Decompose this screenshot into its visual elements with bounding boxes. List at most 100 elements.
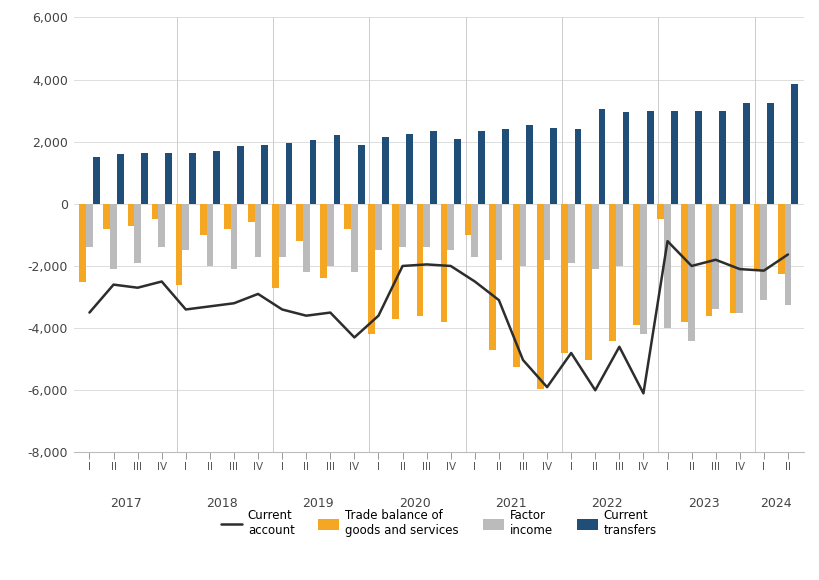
Bar — [585, 204, 591, 360]
Text: 2018: 2018 — [206, 497, 238, 510]
Current
account — [181, 306, 191, 313]
Bar — [543, 204, 550, 260]
Bar — [110, 204, 117, 269]
Bar — [519, 204, 526, 266]
Legend: Current
account, Trade balance of
goods and services, Factor
income, Current
tra: Current account, Trade balance of goods … — [215, 505, 661, 542]
Bar — [502, 129, 509, 204]
Bar — [230, 204, 237, 269]
Bar — [657, 204, 663, 219]
Bar — [302, 204, 310, 272]
Bar — [357, 145, 364, 204]
Current
account — [349, 334, 359, 341]
Bar — [512, 204, 519, 367]
Bar — [182, 204, 189, 251]
Bar — [158, 204, 165, 247]
Current
account — [590, 387, 600, 394]
Current
account — [541, 384, 551, 391]
Bar — [536, 204, 543, 389]
Current
account — [710, 256, 720, 263]
Bar — [574, 129, 581, 204]
Bar — [103, 204, 110, 229]
Bar — [615, 204, 622, 266]
Bar — [477, 131, 484, 204]
Text: 2017: 2017 — [110, 497, 142, 510]
Bar — [429, 131, 437, 204]
Text: 2021: 2021 — [495, 497, 526, 510]
Current
account — [758, 267, 768, 274]
Current
account — [325, 309, 335, 316]
Current
account — [686, 263, 695, 270]
Bar — [278, 204, 285, 256]
Current
account — [566, 350, 576, 357]
Bar — [681, 204, 687, 322]
Bar — [247, 204, 255, 223]
Current
account — [446, 263, 455, 270]
Bar — [261, 145, 268, 204]
Bar — [790, 84, 797, 204]
Text: 2019: 2019 — [302, 497, 333, 510]
Current
account — [84, 309, 94, 316]
Bar — [695, 111, 701, 204]
Bar — [392, 204, 399, 319]
Bar — [784, 204, 790, 305]
Line: Current
account: Current account — [89, 241, 787, 393]
Current
account — [662, 238, 672, 245]
Bar — [93, 157, 99, 204]
Bar — [718, 111, 725, 204]
Bar — [526, 125, 532, 204]
Bar — [440, 204, 447, 322]
Text: 2024: 2024 — [759, 497, 791, 510]
Bar — [296, 204, 302, 241]
Bar — [117, 154, 124, 204]
Bar — [646, 111, 653, 204]
Bar — [632, 204, 640, 325]
Bar — [344, 204, 351, 229]
Text: 2022: 2022 — [590, 497, 622, 510]
Bar — [86, 204, 93, 247]
Bar — [753, 204, 759, 269]
Bar — [213, 151, 219, 204]
Bar — [609, 204, 615, 340]
Current
account — [638, 390, 648, 397]
Bar — [488, 204, 495, 350]
Bar — [471, 204, 477, 256]
Bar — [368, 204, 374, 334]
Bar — [598, 109, 604, 204]
Current
account — [613, 343, 623, 350]
Bar — [591, 204, 598, 269]
Bar — [382, 137, 388, 204]
Bar — [704, 204, 712, 316]
Bar — [495, 204, 502, 260]
Bar — [622, 112, 629, 204]
Bar — [152, 204, 158, 219]
Bar — [319, 204, 327, 278]
Text: 2023: 2023 — [687, 497, 718, 510]
Bar — [759, 204, 767, 300]
Bar — [405, 134, 412, 204]
Current
account — [229, 300, 238, 307]
Bar — [200, 204, 206, 235]
Bar — [447, 204, 454, 251]
Bar — [687, 204, 695, 340]
Bar — [374, 204, 382, 251]
Bar — [567, 204, 574, 263]
Bar — [165, 153, 172, 204]
Bar — [729, 204, 735, 313]
Bar — [560, 204, 567, 353]
Bar — [351, 204, 357, 272]
Bar — [128, 204, 134, 226]
Bar — [272, 204, 278, 288]
Bar — [423, 204, 429, 247]
Bar — [416, 204, 423, 316]
Bar — [327, 204, 333, 266]
Current
account — [156, 278, 166, 285]
Bar — [454, 139, 460, 204]
Current
account — [373, 312, 383, 319]
Bar — [141, 153, 147, 204]
Bar — [237, 146, 244, 204]
Current
account — [205, 303, 215, 310]
Current
account — [133, 284, 143, 291]
Bar — [255, 204, 261, 256]
Bar — [79, 204, 86, 281]
Current
account — [397, 263, 407, 270]
